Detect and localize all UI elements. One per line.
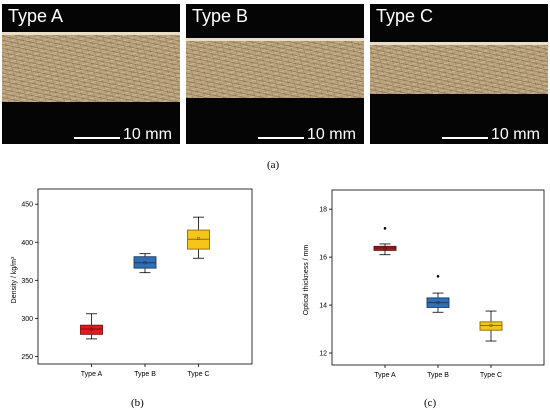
y-tick-label: 300 (21, 316, 33, 323)
y-axis-label: Optical thickness / mm (303, 245, 310, 316)
photo-label: Type B (192, 6, 249, 26)
outlier-point (383, 227, 387, 230)
caption-c: (c) (424, 397, 437, 409)
scale-label: 10 mm (491, 126, 540, 143)
board-top-edge (370, 42, 548, 45)
outlier-point (436, 275, 440, 278)
photo-type-c: Type C 10 mm (370, 4, 548, 144)
board-top-edge (186, 38, 364, 41)
x-tick-label: Type A (374, 372, 396, 379)
scale-label: 10 mm (307, 126, 356, 143)
board-cross-section (370, 42, 548, 94)
x-tick-label: Type C (480, 372, 502, 379)
photo-label: Type C (376, 6, 434, 26)
mean-marker (489, 323, 493, 327)
y-axis-label: Density / kg/m³ (11, 256, 18, 303)
mean-marker (436, 301, 440, 305)
x-tick-label: Type B (134, 371, 156, 378)
board-cross-section (2, 32, 180, 102)
mean-marker (197, 236, 201, 240)
y-tick-label: 12 (319, 351, 327, 358)
scale-bar (74, 137, 120, 139)
mean-marker (90, 327, 94, 331)
caption-b: (b) (131, 397, 144, 409)
y-tick-label: 400 (21, 240, 33, 247)
x-tick-label: Type B (427, 372, 449, 379)
photo-type-b: Type B 10 mm (186, 4, 364, 144)
y-tick-label: 16 (319, 255, 327, 262)
mean-marker (143, 261, 147, 265)
y-tick-label: 350 (21, 278, 33, 285)
scale-bar (442, 137, 488, 139)
y-tick-label: 250 (21, 354, 33, 361)
y-tick-label: 450 (21, 202, 33, 209)
photo-label: Type A (8, 6, 64, 26)
x-tick-label: Type C (187, 371, 209, 378)
plot-frame (37, 188, 253, 365)
box-type-c (479, 321, 503, 331)
density-box-chart: Density / kg/m³ 250 300 350 400 450 Type A Typ… (11, 188, 253, 378)
y-tick-label: 14 (319, 303, 327, 310)
caption-a: (a) (267, 159, 280, 171)
board-top-edge (2, 32, 180, 35)
y-tick-label: 18 (319, 207, 327, 214)
photo-type-a: Type A 10 mm (2, 4, 180, 144)
mean-marker (383, 246, 387, 250)
board-cross-section (186, 38, 364, 98)
thickness-box-chart: Optical thickness / mm 12 14 16 18 Type A Typ… (303, 189, 545, 379)
scale-label: 10 mm (123, 126, 172, 143)
box-type-a (80, 324, 103, 335)
x-tick-label: Type A (81, 371, 103, 378)
scale-bar (258, 137, 304, 139)
